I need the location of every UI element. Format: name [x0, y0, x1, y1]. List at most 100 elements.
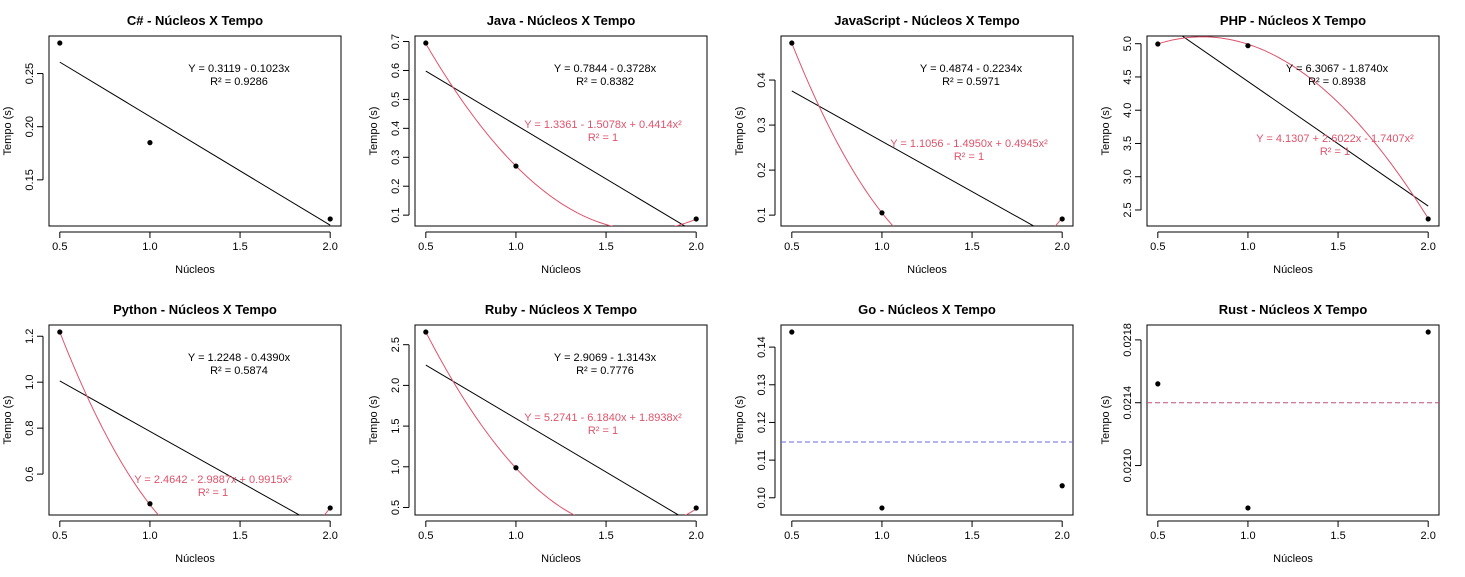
y-axis-label: Tempo (s) — [1100, 107, 1112, 156]
y-axis: 0.10 0.11 0.12 0.13 0.14 — [756, 336, 776, 509]
quadratic-equation: Y = 2.4642 - 2.9887x + 0.9915x² — [134, 474, 292, 486]
panel-title: Python - Núcleos X Tempo — [113, 302, 277, 317]
x-axis: 0.5 1.0 1.5 2.0 — [418, 520, 704, 542]
y-axis-label: Tempo (s) — [2, 396, 14, 445]
x-tick-label: 1.0 — [142, 530, 157, 542]
panel-title: C# - Núcleos X Tempo — [127, 13, 263, 28]
y-tick-label: 0.5 — [390, 92, 402, 107]
y-tick-label: 0.3 — [756, 117, 768, 132]
x-tick-label: 0.5 — [1150, 241, 1165, 253]
data-point — [1155, 41, 1161, 47]
x-axis-label: Núcleos — [175, 264, 215, 276]
linear-fit-line — [425, 364, 680, 515]
y-axis-label: Tempo (s) — [1100, 396, 1112, 445]
y-tick-label: 3.5 — [1122, 136, 1134, 151]
quadratic-equation: Y = 1.3361 - 1.5078x + 0.4414x² — [524, 119, 682, 131]
panel: Java - Núcleos X Tempo 0.5 1.0 1.5 2.0 Núcleo… — [368, 13, 708, 276]
panel: Ruby - Núcleos X Tempo 0.5 1.0 1.5 2.0 Núcleo… — [368, 302, 708, 565]
x-tick-label: 2.0 — [323, 241, 338, 253]
data-point — [1059, 216, 1065, 222]
data-point — [789, 329, 795, 335]
data-point — [513, 163, 519, 169]
panel: Rust - Núcleos X Tempo 0.5 1.0 1.5 2.0 Núcleo… — [1100, 302, 1440, 565]
x-tick-label: 1.0 — [508, 241, 523, 253]
y-tick-label: 4.5 — [1122, 69, 1134, 84]
panel-title: Rust - Núcleos X Tempo — [1219, 302, 1368, 317]
y-tick-label: 2.0 — [390, 378, 402, 393]
x-tick-label: 1.0 — [874, 241, 889, 253]
x-axis-label: Núcleos — [1273, 553, 1313, 565]
x-axis: 0.5 1.0 1.5 2.0 — [52, 520, 338, 542]
x-axis: 0.5 1.0 1.5 2.0 — [784, 231, 1070, 253]
y-tick-label: 0.2 — [390, 179, 402, 194]
y-tick-label: 0.13 — [756, 374, 768, 395]
data-point — [879, 210, 885, 216]
y-tick-label: 0.12 — [756, 412, 768, 433]
data-point — [1155, 381, 1161, 387]
quadratic-r2: R² = 1 — [588, 425, 618, 437]
data-point — [1425, 329, 1431, 335]
y-axis: 0.1 0.2 0.3 0.4 0.5 0.6 0.7 — [390, 34, 410, 223]
y-axis: 0.6 0.8 1.0 1.2 — [24, 329, 44, 482]
quadratic-equation: Y = 5.2741 - 6.1840x + 1.8938x² — [524, 412, 682, 424]
linear-fit-line — [1181, 36, 1429, 207]
x-tick-label: 1.5 — [232, 241, 247, 253]
data-point — [513, 465, 519, 471]
x-tick-label: 1.0 — [1240, 530, 1255, 542]
x-tick-label: 1.5 — [1330, 241, 1345, 253]
x-tick-label: 2.0 — [1421, 241, 1436, 253]
x-axis-label: Núcleos — [907, 264, 947, 276]
panel: Python - Núcleos X Tempo 0.5 1.0 1.5 2.0 Núcl… — [2, 302, 342, 565]
linear-r2: R² = 0.8382 — [576, 76, 634, 88]
linear-fit-line — [59, 380, 301, 515]
y-tick-label: 0.5 — [390, 500, 402, 515]
x-tick-label: 1.0 — [1240, 241, 1255, 253]
linear-r2: R² = 0.8938 — [1308, 76, 1366, 88]
x-tick-label: 0.5 — [784, 530, 799, 542]
data-point — [147, 501, 153, 507]
y-tick-label: 0.25 — [24, 63, 36, 84]
linear-fit-line — [791, 90, 1035, 226]
linear-equation: Y = 0.3119 - 0.1023x — [188, 63, 290, 75]
plot-frame — [48, 35, 342, 227]
data-point — [423, 40, 429, 46]
y-tick-label: 0.0214 — [1122, 386, 1134, 420]
data-point — [1245, 505, 1251, 511]
y-tick-label: 0.4 — [756, 72, 768, 87]
x-tick-label: 1.0 — [874, 530, 889, 542]
y-axis-label: Tempo (s) — [368, 396, 380, 445]
y-tick-label: 3.0 — [1122, 169, 1134, 184]
y-axis: 0.5 1.0 1.5 2.0 2.5 — [390, 337, 410, 515]
linear-r2: R² = 0.5874 — [210, 365, 268, 377]
quadratic-equation: Y = 1.1056 - 1.4950x + 0.4945x² — [890, 138, 1048, 150]
x-tick-label: 0.5 — [418, 241, 433, 253]
quadratic-fit-curve — [425, 43, 697, 226]
quadratic-fit-curve — [1157, 36, 1429, 219]
x-axis-label: Núcleos — [907, 553, 947, 565]
plot-area — [425, 331, 697, 515]
linear-equation: Y = 1.2248 - 0.4390x — [188, 352, 291, 364]
quadratic-r2: R² = 1 — [198, 487, 228, 499]
quadratic-equation: Y = 4.1307 + 2.6022x - 1.7407x² — [1256, 133, 1414, 145]
quadratic-fit-curve — [59, 331, 331, 515]
y-tick-label: 2.5 — [1122, 202, 1134, 217]
linear-fit-line — [59, 61, 331, 226]
y-axis-label: Tempo (s) — [734, 107, 746, 156]
y-axis: 0.15 0.20 0.25 — [24, 63, 44, 191]
x-tick-label: 2.0 — [323, 530, 338, 542]
x-tick-label: 1.5 — [598, 530, 613, 542]
plot-area — [59, 61, 331, 226]
plot-frame — [1146, 324, 1440, 516]
x-axis-label: Núcleos — [175, 553, 215, 565]
panel-title: Java - Núcleos X Tempo — [487, 13, 636, 28]
x-tick-label: 2.0 — [1421, 530, 1436, 542]
x-tick-label: 1.5 — [598, 241, 613, 253]
x-tick-label: 2.0 — [689, 241, 704, 253]
panel-title: Go - Núcleos X Tempo — [858, 302, 996, 317]
x-axis: 0.5 1.0 1.5 2.0 — [52, 231, 338, 253]
data-point — [423, 329, 429, 335]
y-axis: 0.1 0.2 0.3 0.4 — [756, 72, 776, 223]
quadratic-fit-curve — [791, 43, 1063, 226]
panel: JavaScript - Núcleos X Tempo 0.5 1.0 1.5 2.0… — [734, 13, 1074, 276]
y-tick-label: 0.6 — [24, 466, 36, 481]
